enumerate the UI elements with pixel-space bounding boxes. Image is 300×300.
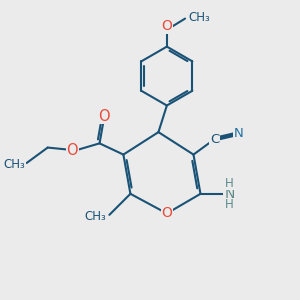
Text: CH₃: CH₃ [4, 158, 25, 171]
Text: CH₃: CH₃ [85, 210, 106, 223]
Text: N: N [224, 187, 235, 201]
Text: H: H [225, 198, 234, 211]
Text: O: O [98, 109, 110, 124]
Text: CH₃: CH₃ [188, 11, 210, 24]
Text: O: O [67, 143, 78, 158]
Text: H: H [225, 177, 234, 190]
Text: N: N [233, 127, 243, 140]
Text: C: C [210, 133, 219, 146]
Text: O: O [161, 206, 172, 220]
Text: O: O [161, 20, 172, 33]
